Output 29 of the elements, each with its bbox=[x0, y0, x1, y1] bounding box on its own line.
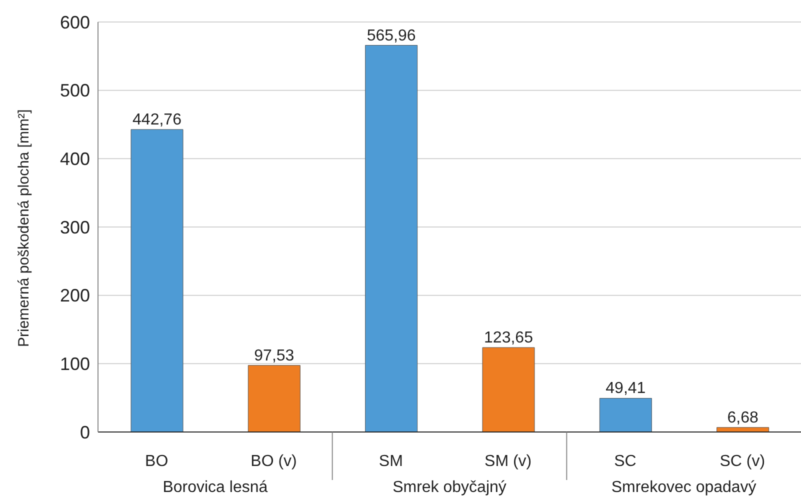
x-tick-label: BO (v) bbox=[250, 453, 297, 470]
y-tick-label: 200 bbox=[60, 286, 90, 306]
bar bbox=[716, 427, 770, 432]
text: Smrek obyčajný bbox=[392, 479, 506, 496]
data-label: 442,76 bbox=[132, 111, 182, 128]
data-label: 49,41 bbox=[606, 380, 646, 398]
x-tick-label: SM (v) bbox=[484, 453, 532, 470]
data-label: 565,96 bbox=[366, 27, 416, 44]
bar bbox=[130, 129, 184, 432]
y-tick-label: 300 bbox=[60, 217, 90, 238]
x-tick-label: BO bbox=[145, 453, 168, 470]
data-label: 123,65 bbox=[484, 330, 534, 347]
text: Borovica lesná bbox=[162, 479, 268, 496]
data-label: 6,68 bbox=[727, 409, 759, 426]
x-tick-label: SC bbox=[614, 453, 636, 470]
text: Smrekovec opadavý bbox=[611, 479, 756, 496]
data-label: 97,53 bbox=[254, 347, 294, 364]
y-tick-label: 100 bbox=[60, 354, 90, 374]
x-tick-label: SC (v) bbox=[720, 453, 766, 470]
y-tick-label: 400 bbox=[60, 149, 90, 170]
bar bbox=[482, 347, 535, 432]
y-tick-label: 500 bbox=[60, 80, 90, 101]
bar bbox=[365, 45, 418, 432]
y-axis-title: Priemerná poškodená plocha [mm²] bbox=[15, 109, 32, 347]
bar bbox=[599, 398, 652, 432]
bar bbox=[248, 365, 300, 432]
y-tick-label: 600 bbox=[60, 12, 90, 32]
y-tick-label: 0 bbox=[80, 422, 90, 442]
x-tick-label: SM bbox=[378, 453, 403, 470]
